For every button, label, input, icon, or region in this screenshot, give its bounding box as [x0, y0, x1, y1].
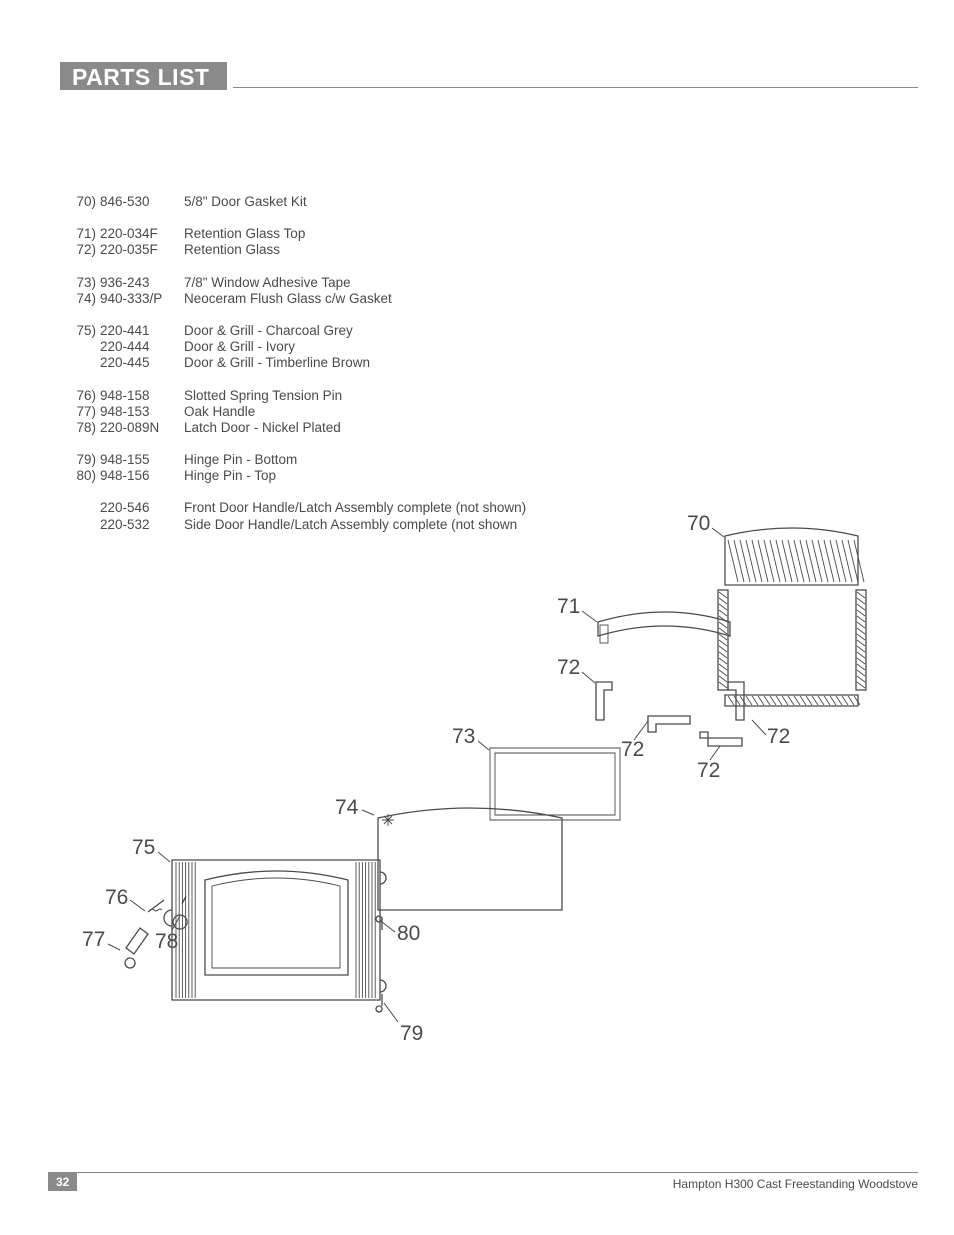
- callout-number: 73: [452, 725, 475, 749]
- part-number: 220-035F: [96, 242, 184, 258]
- parts-row: 78)220-089NLatch Door - Nickel Plated: [70, 420, 526, 436]
- callout-number: 72: [767, 725, 790, 749]
- callout-number: 70: [687, 512, 710, 536]
- part-number: 220-034F: [96, 226, 184, 242]
- spacer: [70, 259, 526, 275]
- callout-number: 79: [400, 1022, 423, 1046]
- callout-number: 80: [397, 922, 420, 946]
- part-index: 73): [70, 275, 96, 291]
- spacer: [70, 372, 526, 388]
- part-index: 77): [70, 404, 96, 420]
- parts-row: 76)948-158Slotted Spring Tension Pin: [70, 388, 526, 404]
- parts-list: 70)846-5305/8" Door Gasket Kit 71)220-034…: [70, 194, 526, 533]
- spacer: [70, 484, 526, 500]
- part-description: Retention Glass: [184, 242, 280, 258]
- part-index: [70, 500, 96, 516]
- callout-number: 71: [557, 595, 580, 619]
- parts-row: 75)220-441Door & Grill - Charcoal Grey: [70, 323, 526, 339]
- part-description: Hinge Pin - Bottom: [184, 452, 297, 468]
- parts-row: 220-532Side Door Handle/Latch Assembly c…: [70, 517, 526, 533]
- part-index: 72): [70, 242, 96, 258]
- part-number: 220-546: [96, 500, 184, 516]
- exploded-diagram: [0, 0, 954, 1235]
- part-description: Door & Grill - Ivory: [184, 339, 295, 355]
- part-description: Door & Grill - Timberline Brown: [184, 355, 370, 371]
- part-index: 76): [70, 388, 96, 404]
- callout-number: 74: [335, 796, 358, 820]
- part-number: 948-153: [96, 404, 184, 420]
- parts-row: 220-546Front Door Handle/Latch Assembly …: [70, 500, 526, 516]
- parts-row: 79)948-155Hinge Pin - Bottom: [70, 452, 526, 468]
- page-footer: 32 Hampton H300 Cast Freestanding Woodst…: [48, 1172, 918, 1191]
- callout-number: 75: [132, 836, 155, 860]
- part-number: 948-155: [96, 452, 184, 468]
- part-index: [70, 339, 96, 355]
- section-title: PARTS LIST: [60, 62, 227, 90]
- page-number: 32: [48, 1173, 77, 1191]
- part-index: 79): [70, 452, 96, 468]
- part-number: 948-158: [96, 388, 184, 404]
- part-number: 220-532: [96, 517, 184, 533]
- part-index: 74): [70, 291, 96, 307]
- part-description: Latch Door - Nickel Plated: [184, 420, 341, 436]
- parts-row: 71)220-034FRetention Glass Top: [70, 226, 526, 242]
- part-description: 5/8" Door Gasket Kit: [184, 194, 307, 210]
- part-index: [70, 355, 96, 371]
- part-description: Retention Glass Top: [184, 226, 305, 242]
- parts-row: 74)940-333/PNeoceram Flush Glass c/w Gas…: [70, 291, 526, 307]
- part-index: 75): [70, 323, 96, 339]
- parts-row: 72)220-035FRetention Glass: [70, 242, 526, 258]
- spacer: [70, 307, 526, 323]
- part-index: 70): [70, 194, 96, 210]
- parts-row: 77)948-153Oak Handle: [70, 404, 526, 420]
- part-number: 220-441: [96, 323, 184, 339]
- callout-number: 72: [697, 759, 720, 783]
- part-index: 71): [70, 226, 96, 242]
- part-description: 7/8" Window Adhesive Tape: [184, 275, 351, 291]
- callout-number: 76: [105, 886, 128, 910]
- part-number: 220-445: [96, 355, 184, 371]
- part-index: 78): [70, 420, 96, 436]
- section-header: PARTS LIST: [60, 62, 918, 90]
- part-number: 936-243: [96, 275, 184, 291]
- part-index: 80): [70, 468, 96, 484]
- part-number: 940-333/P: [96, 291, 184, 307]
- part-description: Door & Grill - Charcoal Grey: [184, 323, 353, 339]
- parts-row: 70)846-5305/8" Door Gasket Kit: [70, 194, 526, 210]
- spacer: [70, 436, 526, 452]
- footer-doc-title: Hampton H300 Cast Freestanding Woodstove: [673, 1177, 918, 1191]
- part-description: Slotted Spring Tension Pin: [184, 388, 342, 404]
- callout-number: 72: [557, 656, 580, 680]
- spacer: [70, 210, 526, 226]
- callout-number: 77: [82, 928, 105, 952]
- part-description: Oak Handle: [184, 404, 255, 420]
- part-description: Front Door Handle/Latch Assembly complet…: [184, 500, 526, 516]
- callout-number: 72: [621, 738, 644, 762]
- part-number: 220-444: [96, 339, 184, 355]
- part-number: 948-156: [96, 468, 184, 484]
- parts-row: 220-445Door & Grill - Timberline Brown: [70, 355, 526, 371]
- part-number: 846-530: [96, 194, 184, 210]
- part-number: 220-089N: [96, 420, 184, 436]
- parts-row: 220-444Door & Grill - Ivory: [70, 339, 526, 355]
- callout-number: 78: [155, 930, 178, 954]
- part-description: Hinge Pin - Top: [184, 468, 276, 484]
- parts-row: 73)936-2437/8" Window Adhesive Tape: [70, 275, 526, 291]
- part-description: Neoceram Flush Glass c/w Gasket: [184, 291, 392, 307]
- header-rule: [233, 62, 918, 88]
- part-index: [70, 517, 96, 533]
- part-description: Side Door Handle/Latch Assembly complete…: [184, 517, 517, 533]
- parts-row: 80)948-156Hinge Pin - Top: [70, 468, 526, 484]
